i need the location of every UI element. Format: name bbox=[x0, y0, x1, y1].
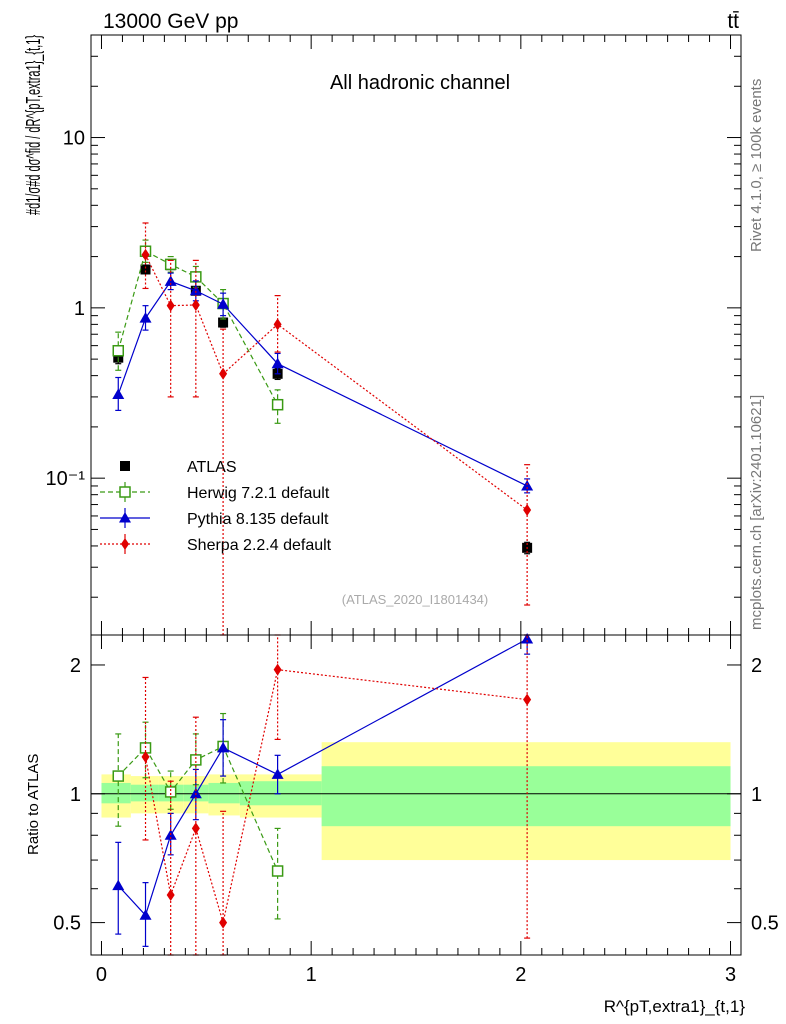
main-y-tick-label: 10 bbox=[63, 128, 85, 150]
ratio-plot-panel: 0.5 0.5 1 1 2 2 0 1 2 3 Ratio to ATLAS R^{pT,extr… bbox=[25, 632, 779, 1016]
main-series-diamond bbox=[141, 222, 532, 636]
main-data-point bbox=[218, 317, 229, 328]
ratio-y-axis-label: Ratio to ATLAS bbox=[25, 754, 42, 855]
main-watermark: (ATLAS_2020_I1801434) bbox=[342, 592, 488, 607]
main-data-point bbox=[219, 367, 228, 380]
ratio-y-tick-label-left: 0.5 bbox=[53, 913, 81, 935]
ratio-stat-uncertainty-band bbox=[208, 782, 240, 804]
main-y-tick-label: 1 bbox=[74, 298, 85, 320]
ratio-data-point bbox=[139, 909, 152, 920]
ratio-y-tick-label-right: 2 bbox=[751, 655, 762, 677]
ratio-y-tick-label-right: 0.5 bbox=[751, 913, 779, 935]
ratio-y-tick-label-left: 1 bbox=[70, 784, 81, 806]
ratio-data-point bbox=[521, 632, 534, 644]
ratio-stat-uncertainty-band bbox=[101, 782, 131, 804]
process-label: tt̄ bbox=[727, 10, 739, 33]
main-series-square-filled bbox=[113, 260, 533, 555]
ratio-series-diamond bbox=[141, 634, 532, 956]
main-data-point bbox=[140, 264, 151, 275]
ratio-data-point bbox=[271, 768, 284, 779]
main-series-line bbox=[117, 280, 528, 487]
main-data-point bbox=[273, 318, 282, 331]
legend-item: Herwig 7.2.1 default bbox=[100, 482, 330, 502]
main-data-point bbox=[112, 344, 125, 357]
main-data-point bbox=[271, 398, 284, 411]
legend-label: ATLAS bbox=[187, 459, 237, 476]
legend-item: Sherpa 2.2.4 default bbox=[100, 534, 332, 554]
x-tick-label: 0 bbox=[96, 964, 107, 986]
ratio-data-point bbox=[523, 693, 532, 706]
legend-label: Pythia 8.135 default bbox=[187, 511, 329, 528]
main-data-point bbox=[523, 504, 532, 517]
legend-label: Sherpa 2.2.4 default bbox=[187, 537, 332, 554]
main-data-point bbox=[141, 248, 150, 261]
mcplots-label: mcplots.cern.ch [arXiv:2401.10621] bbox=[748, 395, 765, 630]
main-series-line bbox=[144, 254, 528, 511]
main-plot-panel: 10 1 10⁻¹ All hadronic channel (ATLAS_2020… bbox=[23, 34, 742, 636]
main-series-square-open bbox=[112, 239, 284, 424]
main-series-triangle bbox=[112, 272, 534, 494]
main-y-axis-label: #d1/σ#d dσ^fid / dR^{pT,extra1}_{t,1} bbox=[23, 35, 45, 215]
legend-marker bbox=[119, 512, 131, 523]
main-y-axis-label-text: #d1/σ#d dσ^fid / dR^{pT,extra1}_{t,1} bbox=[23, 35, 45, 215]
ratio-data-point bbox=[141, 750, 150, 763]
main-data-point bbox=[112, 388, 125, 399]
legend-item: ATLAS bbox=[120, 459, 237, 476]
main-y-tick-label: 10⁻¹ bbox=[46, 468, 86, 490]
energy-label: 13000 GeV pp bbox=[103, 10, 238, 33]
ratio-stat-uncertainty-band bbox=[239, 781, 322, 806]
main-data-point bbox=[139, 312, 152, 323]
main-series-line bbox=[117, 250, 279, 405]
legend-label: Herwig 7.2.1 default bbox=[187, 485, 330, 502]
ratio-data-point bbox=[219, 916, 228, 929]
ratio-data-point bbox=[112, 770, 125, 782]
ratio-stat-uncertainty-band bbox=[321, 766, 731, 827]
ratio-data-point bbox=[112, 879, 125, 891]
rivet-label: Rivet 4.1.0, ≥ 100k events bbox=[748, 79, 765, 252]
x-tick-label: 2 bbox=[515, 964, 526, 986]
ratio-data-point bbox=[166, 889, 175, 902]
ratio-stat-uncertainty-band bbox=[130, 784, 159, 802]
legend-item: Pythia 8.135 default bbox=[100, 508, 329, 528]
main-data-point bbox=[189, 284, 202, 296]
x-axis-label: R^{pT,extra1}_{t,1} bbox=[604, 997, 746, 1016]
legend: ATLAS Herwig 7.2.1 default Pythia 8.135 de… bbox=[100, 459, 332, 554]
x-tick-label: 3 bbox=[725, 964, 736, 986]
main-data-point bbox=[217, 298, 230, 309]
ratio-data-point bbox=[164, 786, 177, 798]
x-tick-label: 1 bbox=[306, 964, 317, 986]
main-chart-title: All hadronic channel bbox=[330, 72, 510, 94]
ratio-y-tick-label-left: 2 bbox=[70, 655, 81, 677]
ratio-y-tick-label-right: 1 bbox=[751, 784, 762, 806]
ratio-data-point bbox=[191, 822, 200, 835]
legend-marker bbox=[119, 486, 131, 498]
ratio-data-point bbox=[273, 663, 282, 676]
main-data-point bbox=[521, 479, 534, 491]
ratio-data-point bbox=[190, 754, 202, 766]
main-data-point bbox=[166, 299, 175, 312]
ratio-data-point bbox=[217, 741, 230, 753]
main-data-point bbox=[271, 357, 284, 369]
legend-marker bbox=[121, 538, 129, 550]
ratio-data-point bbox=[271, 865, 284, 877]
ratio-series-line bbox=[144, 669, 528, 923]
main-data-point bbox=[191, 298, 200, 311]
legend-marker bbox=[120, 461, 130, 471]
